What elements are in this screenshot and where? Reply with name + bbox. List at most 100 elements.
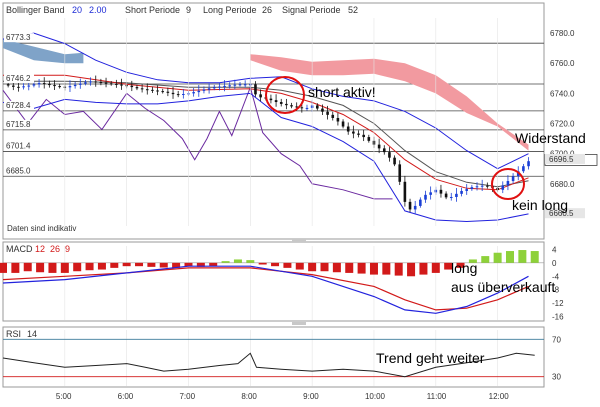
macd-y-tick-5: -16 bbox=[552, 313, 564, 322]
macd-y-tick-0: 4 bbox=[552, 245, 557, 254]
candle bbox=[42, 77, 46, 89]
macd-param-2: 26 bbox=[50, 244, 60, 254]
time-tick-5: 10:00 bbox=[365, 392, 386, 401]
candle-body bbox=[522, 166, 525, 172]
short-circle bbox=[265, 76, 305, 114]
candle-body bbox=[197, 90, 201, 93]
candle bbox=[393, 155, 396, 167]
candle-body bbox=[135, 87, 139, 89]
candle-body bbox=[53, 85, 56, 87]
bollinger-param-1: 20 bbox=[72, 5, 82, 15]
macd-histogram-bar bbox=[505, 251, 514, 263]
bollinger-param-2: 2.00 bbox=[89, 5, 107, 15]
macd-histogram-bar bbox=[73, 262, 82, 272]
candle-body bbox=[48, 83, 51, 86]
macd-histogram-bar bbox=[258, 262, 267, 265]
macd-histogram-bar bbox=[308, 262, 317, 272]
macd-histogram-bar bbox=[85, 262, 94, 271]
macd-histogram-bar bbox=[444, 262, 453, 270]
candle-body bbox=[403, 181, 407, 202]
candle bbox=[243, 80, 247, 88]
annotation-long-2: aus überverkauft bbox=[451, 279, 555, 295]
candle-body bbox=[449, 196, 453, 198]
annotation-long-1: long bbox=[451, 260, 477, 276]
candle-body bbox=[22, 86, 25, 88]
candle-body bbox=[238, 84, 242, 86]
candle-body bbox=[274, 100, 278, 103]
candle bbox=[424, 190, 427, 203]
candle bbox=[156, 85, 159, 96]
candle-body bbox=[68, 86, 72, 88]
candle-body bbox=[377, 144, 381, 149]
candle bbox=[78, 78, 82, 89]
candle bbox=[84, 80, 87, 86]
macd-legend: MACD 12 26 9 bbox=[6, 244, 70, 254]
macd-y-tick-1: 0 bbox=[552, 259, 557, 268]
indicative-note: Daten sind indikativ bbox=[7, 224, 76, 233]
splitter-handle-2[interactable] bbox=[292, 322, 306, 325]
bollinger-label: Bollinger Band bbox=[6, 5, 65, 15]
candle bbox=[429, 186, 432, 200]
candle-body bbox=[388, 152, 391, 158]
macd-histogram-bar bbox=[283, 262, 292, 268]
long-period-value: 26 bbox=[262, 5, 272, 15]
cloud-blue bbox=[3, 39, 84, 64]
candle bbox=[439, 184, 443, 198]
candle-body bbox=[460, 190, 463, 194]
candle bbox=[305, 104, 309, 111]
time-tick-0: 5:00 bbox=[56, 392, 72, 401]
macd-histogram-bar bbox=[135, 262, 144, 267]
candle-body bbox=[145, 89, 149, 91]
price-level-label-2: 6728.4 bbox=[6, 101, 31, 110]
macd-histogram-bar bbox=[221, 261, 230, 263]
kein-long-circle bbox=[491, 168, 525, 200]
candle bbox=[377, 138, 381, 154]
macd-histogram-bar bbox=[0, 262, 7, 273]
candle bbox=[53, 80, 56, 91]
candle bbox=[346, 122, 350, 135]
annotations: short aktiv! Widerstand kein long long a… bbox=[265, 76, 586, 366]
candle-body bbox=[166, 91, 170, 93]
price-y-tick-5: 6680.0 bbox=[550, 180, 575, 189]
candle bbox=[279, 98, 283, 107]
candle bbox=[37, 78, 41, 88]
macd-histogram-bar bbox=[407, 262, 416, 277]
candle-body bbox=[511, 176, 515, 182]
candle bbox=[321, 104, 324, 115]
candle-body bbox=[202, 89, 206, 91]
macd-histogram-bar bbox=[332, 262, 341, 273]
candle bbox=[259, 89, 262, 102]
macd-y-tick-3: -8 bbox=[552, 286, 560, 295]
candle-body bbox=[331, 114, 335, 118]
signal-line bbox=[2, 85, 393, 200]
macd-y-tick-2: -4 bbox=[552, 272, 560, 281]
cloud-red bbox=[250, 54, 529, 151]
candle-body bbox=[254, 84, 257, 95]
price-y-tick-2: 6740.0 bbox=[550, 89, 575, 98]
candle bbox=[212, 84, 216, 91]
candle-body bbox=[42, 83, 46, 85]
annotation-kein-long: kein long bbox=[512, 197, 568, 213]
candle-body bbox=[315, 105, 319, 109]
macd-param-1: 12 bbox=[35, 244, 45, 254]
splitter-handle-1[interactable] bbox=[292, 239, 306, 242]
price-legend: Bollinger Band 20 2.00 Short Periode 9 L… bbox=[4, 4, 362, 16]
candle bbox=[233, 79, 237, 90]
candle bbox=[166, 87, 170, 97]
candle bbox=[419, 197, 422, 208]
candle-body bbox=[300, 107, 304, 109]
candle-body bbox=[58, 86, 61, 88]
candle-body bbox=[444, 193, 448, 198]
time-tick-7: 12:00 bbox=[489, 392, 510, 401]
candle-body bbox=[439, 189, 443, 194]
candle-body bbox=[424, 194, 427, 200]
macd-histogram-bar bbox=[295, 262, 304, 270]
candle bbox=[73, 81, 77, 89]
candle bbox=[527, 157, 530, 170]
candle-body bbox=[413, 205, 417, 210]
candle-body bbox=[336, 117, 340, 122]
macd-y-tick-4: -12 bbox=[552, 299, 564, 308]
candle-body bbox=[305, 107, 309, 109]
macd-histogram-bar bbox=[382, 262, 391, 275]
